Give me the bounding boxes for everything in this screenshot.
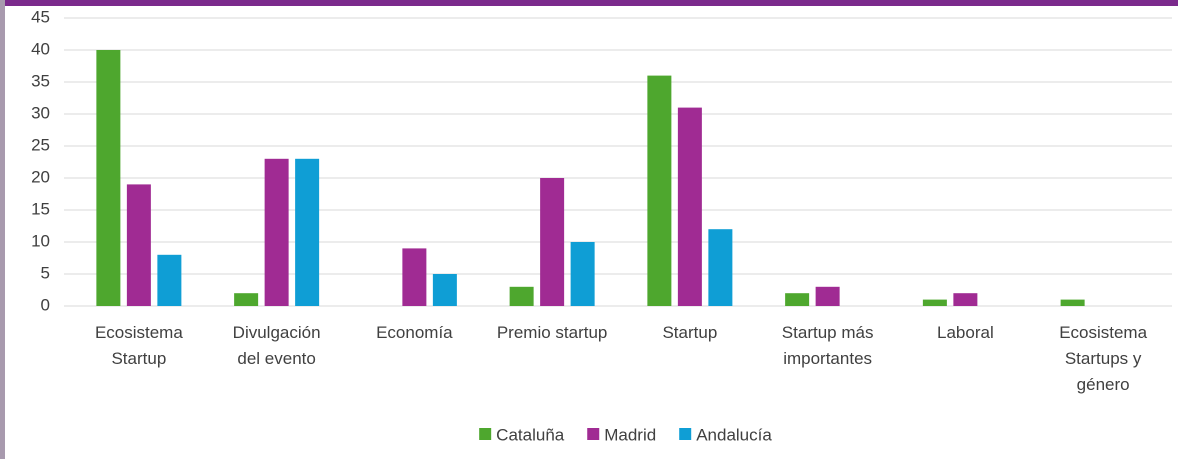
bar [234, 293, 259, 306]
x-tick-label: Laboral [937, 323, 994, 342]
x-tick-label: Ecosistema Startup [94, 323, 183, 368]
bar [126, 184, 151, 306]
y-tick-label: 40 [31, 39, 50, 58]
top-border [0, 0, 1178, 6]
bar [570, 242, 595, 306]
x-tick-label: Startup [662, 323, 718, 342]
y-tick-label: 5 [41, 263, 50, 282]
bar [509, 286, 534, 306]
bar [677, 107, 702, 306]
bar [815, 286, 840, 306]
bar [264, 158, 289, 306]
y-tick-label: 20 [31, 167, 50, 186]
left-border [0, 0, 5, 459]
bar [922, 299, 947, 306]
x-tick-label: Startup más importantes [781, 323, 874, 368]
legend-label: Andalucía [696, 425, 772, 444]
legend-label: Madrid [604, 425, 656, 444]
y-tick-label: 30 [31, 103, 50, 122]
bar [785, 293, 810, 306]
x-tick-label: Ecosistema Startups y género [1059, 323, 1148, 394]
bar [96, 50, 121, 306]
x-tick-label: Divulgación del evento [232, 323, 321, 368]
bar [647, 75, 672, 306]
bar [157, 254, 182, 306]
y-tick-label: 15 [31, 199, 50, 218]
bar [540, 178, 565, 306]
x-tick-label: Premio startup [496, 323, 608, 342]
bar [1060, 299, 1085, 306]
bar [953, 293, 978, 306]
y-tick-label: 35 [31, 71, 50, 90]
y-tick-label: 0 [41, 295, 50, 314]
y-tick-label: 10 [31, 231, 50, 250]
y-tick-label: 25 [31, 135, 50, 154]
x-tick-label: Economía [376, 323, 453, 342]
legend-label: Cataluña [496, 425, 565, 444]
bar [295, 158, 320, 306]
legend-swatch [479, 428, 492, 440]
y-tick-label: 45 [31, 7, 50, 26]
bar [708, 229, 733, 306]
legend-swatch [587, 428, 600, 440]
bar [402, 248, 427, 306]
legend-swatch [679, 428, 692, 440]
bar [432, 274, 457, 306]
